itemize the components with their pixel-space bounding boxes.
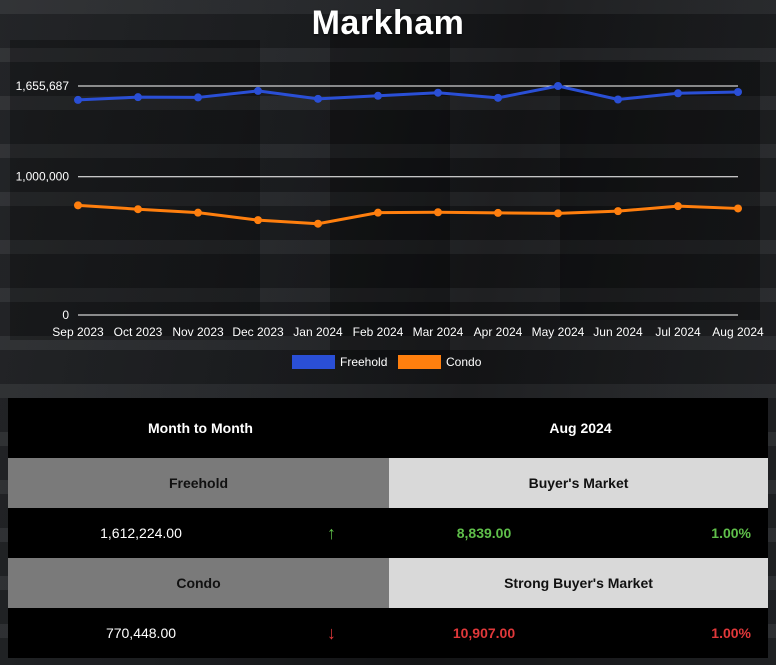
- price-value: 770,448.00: [105, 625, 177, 641]
- market-status: Strong Buyer's Market: [389, 558, 768, 608]
- chart-legend: Freehold Condo: [292, 355, 482, 369]
- category-label: Condo: [8, 558, 389, 608]
- x-tick-label: Sep 2023: [52, 325, 104, 339]
- header-period: Aug 2024: [549, 420, 612, 436]
- data-point: [374, 91, 382, 100]
- x-tick-label: Mar 2024: [413, 325, 464, 339]
- x-tick-label: Dec 2023: [232, 325, 284, 339]
- legend-label: Condo: [446, 355, 482, 369]
- chart-gridlines: [78, 85, 738, 316]
- price-value: 1,612,224.00: [100, 525, 182, 541]
- price-change: 8,839.00: [456, 525, 512, 541]
- market-status: Buyer's Market: [389, 458, 768, 508]
- data-point: [554, 209, 562, 218]
- table-value-row-freehold: 1,612,224.00 ↑ 8,839.00 1.00%: [8, 508, 768, 558]
- data-point: [134, 205, 142, 214]
- data-point: [314, 219, 322, 228]
- arrow-down-icon: ↓: [327, 622, 336, 643]
- y-tick-label: 1,655,687: [16, 79, 70, 93]
- percent-change: 1.00%: [711, 625, 751, 641]
- header-month-to-month: Month to Month: [148, 420, 253, 436]
- data-point: [614, 207, 622, 216]
- data-point: [74, 201, 82, 210]
- x-tick-label: Jul 2024: [655, 325, 701, 339]
- data-point: [434, 208, 442, 217]
- x-tick-label: May 2024: [532, 325, 585, 339]
- x-tick-label: Nov 2023: [172, 325, 224, 339]
- data-point: [434, 88, 442, 97]
- x-axis-ticks: Sep 2023 Oct 2023 Nov 2023 Dec 2023 Jan 2024…: [52, 325, 764, 339]
- market-summary-table: Month to Month Aug 2024 Freehold Buyer's…: [8, 398, 768, 665]
- y-tick-label: 0: [62, 308, 69, 322]
- table-category-row-condo: Condo Strong Buyer's Market: [8, 558, 768, 608]
- x-tick-label: Aug 2024: [712, 325, 764, 339]
- data-point: [734, 204, 742, 213]
- data-point: [614, 95, 622, 104]
- data-point: [254, 216, 262, 225]
- line-chart: 0 1,000,000 1,655,687 Sep 2023 Oct 2023 Nov …: [16, 79, 764, 369]
- table-category-row-freehold: Freehold Buyer's Market: [8, 458, 768, 508]
- data-point: [194, 208, 202, 217]
- data-point: [734, 88, 742, 97]
- arrow-up-icon: ↑: [327, 522, 336, 543]
- page-title: Markham: [311, 4, 465, 42]
- table-value-row-condo: 770,448.00 ↓ 10,907.00 1.00%: [8, 608, 768, 658]
- legend-label: Freehold: [340, 355, 387, 369]
- category-label: Freehold: [8, 458, 389, 508]
- x-tick-label: Jun 2024: [593, 325, 643, 339]
- x-tick-label: Jan 2024: [293, 325, 343, 339]
- y-tick-label: 1,000,000: [16, 170, 70, 184]
- legend-swatch: [292, 355, 335, 369]
- price-change: 10,907.00: [452, 625, 516, 641]
- table-header-row: Month to Month Aug 2024: [8, 398, 768, 458]
- data-point: [674, 89, 682, 98]
- series-line: [77, 203, 739, 226]
- y-axis-ticks: 0 1,000,000 1,655,687: [16, 79, 70, 322]
- data-point: [254, 86, 262, 95]
- percent-change: 1.00%: [711, 525, 751, 541]
- data-point: [74, 95, 82, 104]
- data-point: [374, 208, 382, 217]
- data-point: [494, 208, 502, 217]
- data-point: [674, 202, 682, 211]
- data-point: [554, 82, 562, 90]
- x-tick-label: Feb 2024: [353, 325, 404, 339]
- legend-swatch: [398, 355, 441, 369]
- x-tick-label: Oct 2023: [114, 325, 163, 339]
- series-line: [77, 84, 739, 102]
- data-point: [494, 93, 502, 102]
- data-point: [314, 94, 322, 103]
- data-point: [194, 93, 202, 102]
- x-tick-label: Apr 2024: [474, 325, 523, 339]
- chart-series: [74, 82, 742, 228]
- data-point: [134, 93, 142, 102]
